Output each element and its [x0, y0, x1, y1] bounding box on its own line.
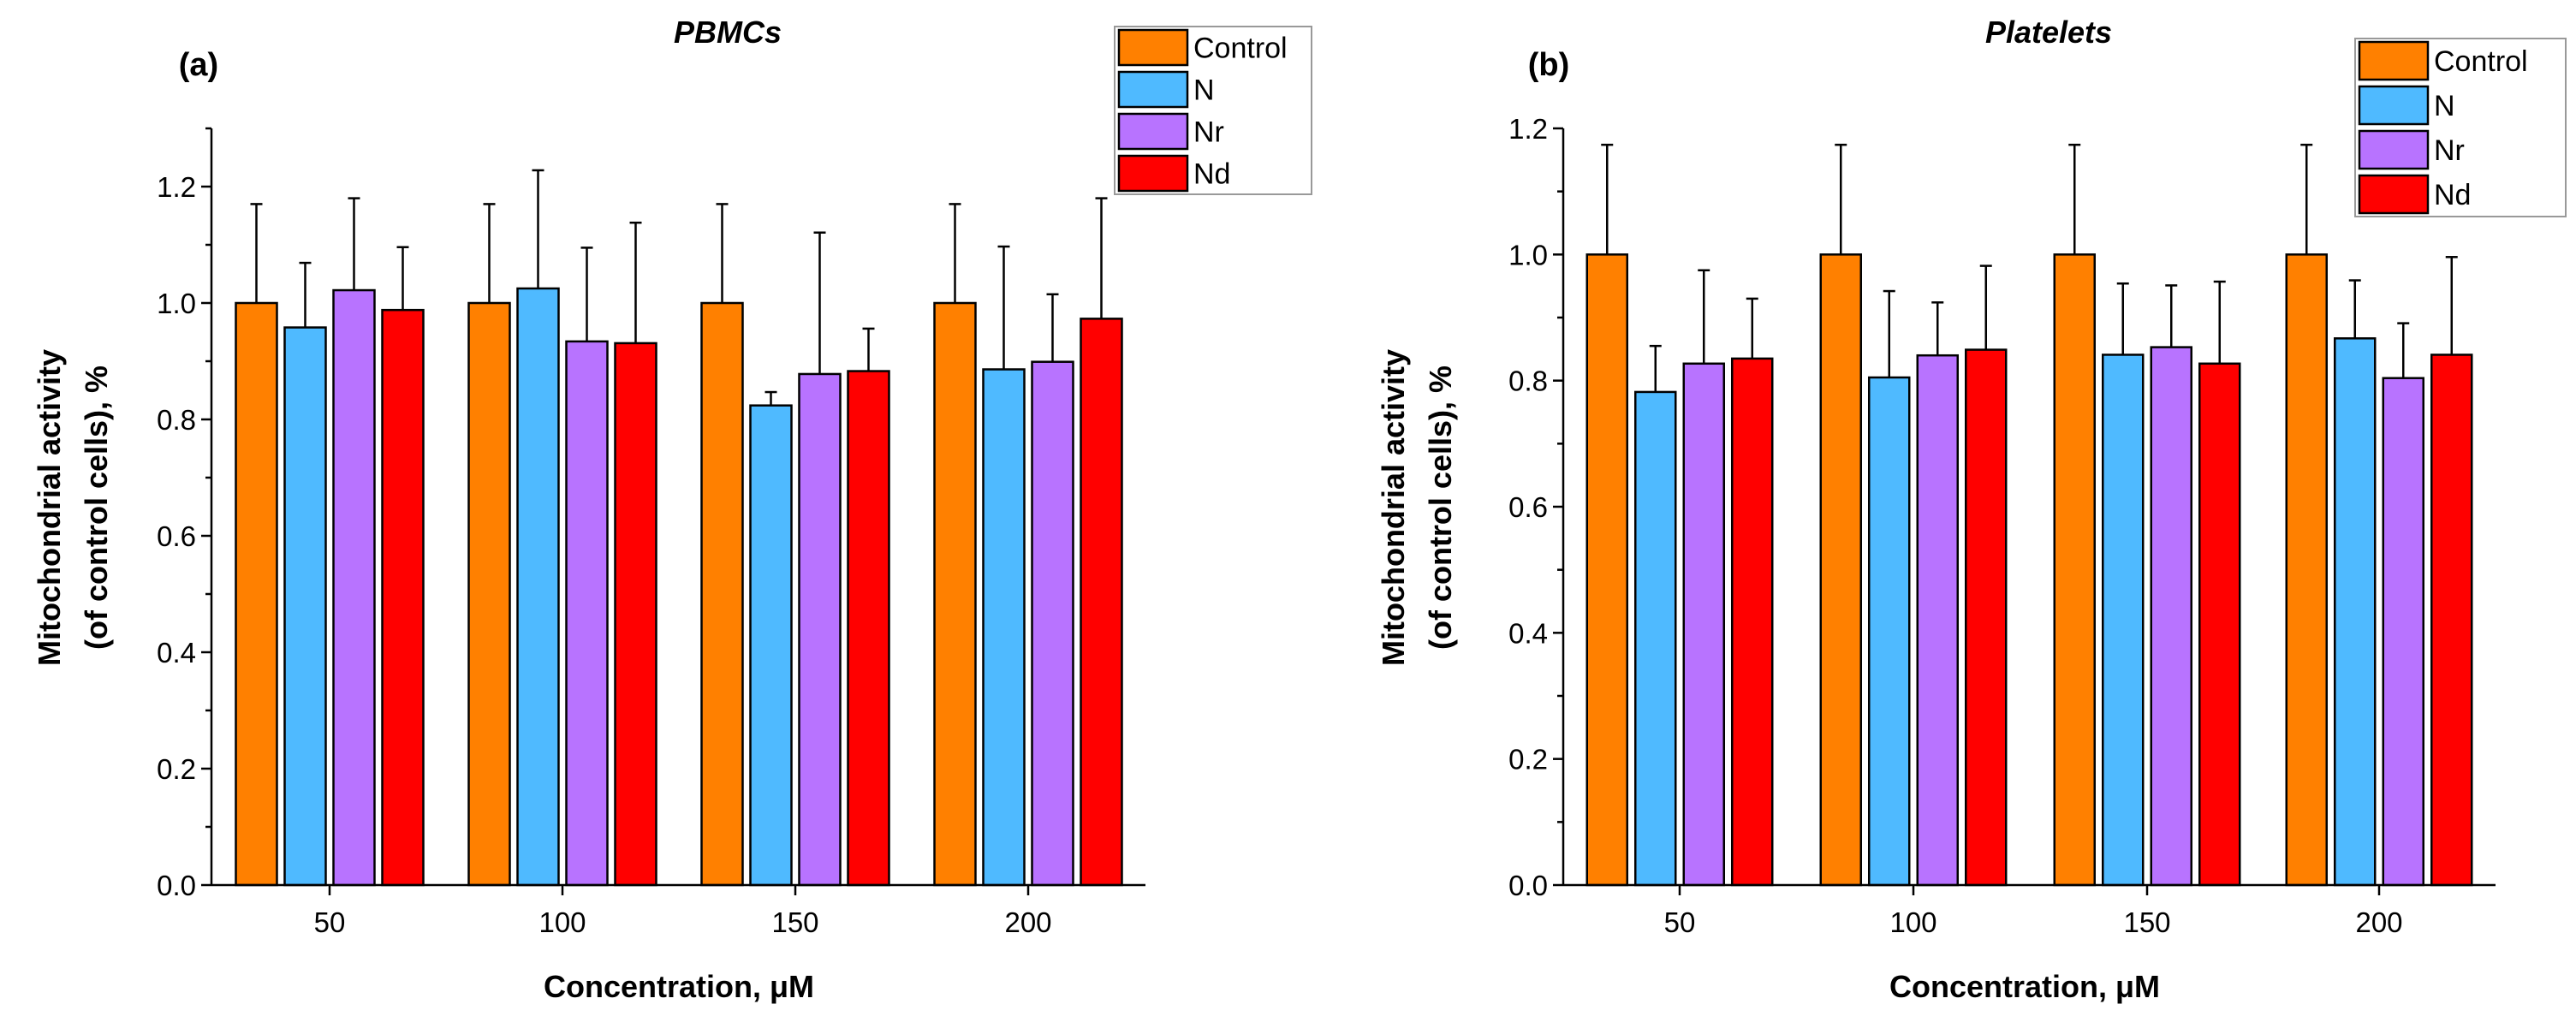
bar-nr-150 [798, 372, 842, 887]
y-tick-label: 0.6 [1508, 491, 1548, 523]
chart-panel-a: 0.0 0.2 0.4 0.6 0.8 1.0 1.2 50 100 150 200 PBMCs (a)… [32, 15, 1312, 1004]
legend-label-nr: Nr [2434, 134, 2465, 167]
legend-label-control: Control [2434, 45, 2528, 78]
bar-n-150 [749, 404, 793, 887]
legend-swatch-nd [1117, 154, 1189, 193]
bar-nr-100 [1916, 354, 1959, 887]
x-tick-label: 100 [538, 906, 586, 938]
chart-title: PBMCs [674, 15, 782, 50]
bar-control-150 [700, 301, 744, 887]
legend-swatch-nr [2358, 129, 2430, 170]
chart-title: Platelets [1985, 15, 2112, 50]
y-axis-label-line2: (of control cells), % [79, 365, 114, 650]
bar-n-100 [516, 287, 560, 887]
y-axis-label-line1: Mitochondrial activity [1376, 349, 1411, 666]
x-tick-label: 200 [1004, 906, 1051, 938]
bar-control-150 [2053, 253, 2096, 887]
bar-control-100 [467, 301, 511, 887]
y-tick-label: 0.0 [1508, 870, 1548, 901]
bar-n-200 [982, 368, 1026, 887]
legend-swatch-control [1117, 28, 1189, 67]
legend-swatch-nd [2358, 174, 2430, 215]
legend-swatch-n [1117, 70, 1189, 109]
x-tick-label: 100 [1889, 906, 1936, 938]
y-tick-label: 1.0 [157, 288, 196, 319]
y-tick-label: 1.2 [157, 171, 196, 203]
bar-nd-50 [381, 308, 425, 887]
panel-label: (a) [179, 47, 218, 83]
legend-swatch-n [2358, 85, 2430, 126]
legend-label-n: N [1193, 74, 1215, 107]
x-tick-label: 50 [1664, 906, 1696, 938]
y-tick-label: 0.0 [157, 870, 196, 901]
bar-nd-100 [1965, 348, 2008, 887]
x-axis-label: Concentration, μM [1889, 969, 2160, 1004]
x-tick-label: 150 [2123, 906, 2170, 938]
bar-nd-150 [2198, 362, 2241, 887]
y-tick-label: 0.8 [1508, 365, 1548, 397]
y-tick-label: 0.2 [1508, 744, 1548, 775]
bar-n-50 [283, 326, 327, 887]
x-tick-label: 150 [771, 906, 818, 938]
legend-swatch-nr [1117, 112, 1189, 151]
bar-control-50 [235, 301, 278, 887]
bar-n-200 [2334, 337, 2377, 887]
y-tick-label: 0.8 [157, 404, 196, 436]
bar-nd-50 [1731, 357, 1774, 887]
bar-n-50 [1634, 390, 1677, 887]
legend-label-nr: Nr [1193, 116, 1224, 149]
bar-control-50 [1585, 253, 1628, 887]
legend-swatch-control [2358, 40, 2430, 81]
legend: Control N Nr Nd [1114, 26, 1312, 195]
legend-label-control: Control [1193, 33, 1288, 65]
panel-label: (b) [1528, 47, 1570, 83]
bar-control-200 [933, 301, 977, 887]
bar-nr-100 [565, 340, 609, 887]
bar-nd-200 [2430, 354, 2473, 887]
bar-n-100 [1868, 376, 1911, 887]
bar-nd-150 [847, 370, 890, 887]
bar-n-150 [2102, 354, 2145, 887]
y-tick-label: 1.2 [1508, 113, 1548, 145]
legend: Control N Nr Nd [2354, 38, 2567, 217]
bar-nd-100 [614, 342, 657, 887]
bar-nr-50 [1682, 362, 1725, 887]
y-tick-label: 0.2 [157, 753, 196, 785]
bar-control-200 [2285, 253, 2328, 887]
x-tick-label: 50 [314, 906, 346, 938]
y-axis-label-line1: Mitochondrial activity [32, 349, 67, 666]
x-tick-label: 200 [2355, 906, 2402, 938]
bar-nr-50 [332, 288, 376, 887]
y-axis-label-line2: (of control cells), % [1423, 365, 1458, 650]
y-tick-label: 1.0 [1508, 239, 1548, 270]
bar-nr-200 [1031, 360, 1074, 887]
bar-control-100 [1819, 253, 1862, 887]
y-tick-label: 0.6 [157, 520, 196, 552]
bar-nr-200 [2382, 377, 2424, 887]
chart-panel-b: 0.0 0.2 0.4 0.6 0.8 1.0 1.2 50 100 150 200 Platelet… [1376, 15, 2567, 1004]
bar-nr-150 [2150, 346, 2192, 887]
y-tick-label: 0.4 [1508, 617, 1548, 649]
y-tick-label: 0.4 [157, 637, 196, 668]
x-axis-label: Concentration, μM [544, 969, 814, 1004]
bar-nd-200 [1080, 318, 1123, 887]
legend-label-nd: Nd [2434, 179, 2471, 211]
legend-label-nd: Nd [1193, 158, 1230, 191]
legend-label-n: N [2434, 90, 2455, 122]
